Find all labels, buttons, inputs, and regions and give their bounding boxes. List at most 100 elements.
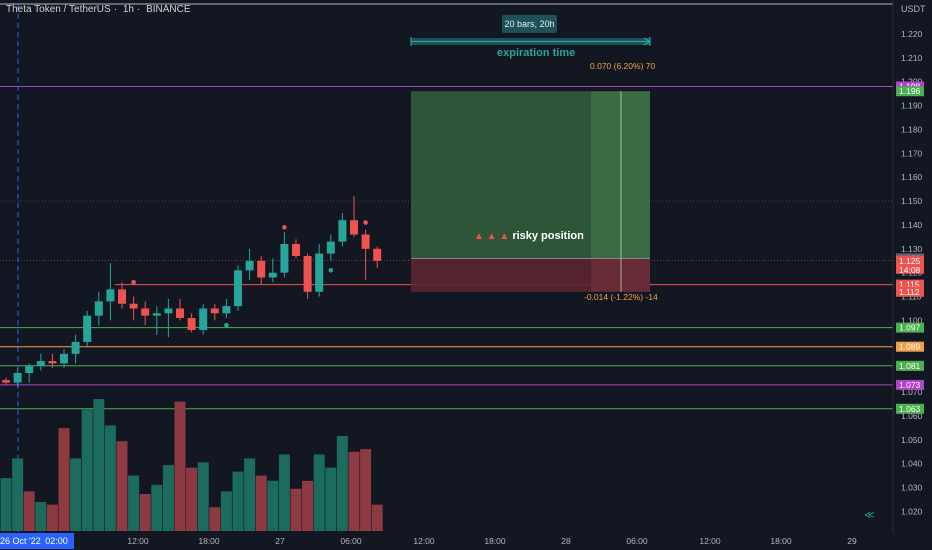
price-tick: 1.170 [901,148,923,158]
sell-marker [131,279,136,285]
price-tag-bg [896,279,924,290]
volume-bar [290,488,302,531]
level-tag: 1.081 [899,361,921,371]
time-tick: 06:00 [626,536,648,546]
time-tick: 18:00 [484,536,506,546]
sell-marker [363,220,368,225]
volume-bar [81,409,93,531]
sell-marker [282,225,287,230]
position-label: risky position [512,230,584,242]
volume-bar [139,494,151,531]
candle-body [60,353,68,364]
price-tag-bg [896,86,924,97]
level-tag-bg [896,360,924,371]
price-tag: 1.115 [899,280,920,290]
volume-bar [174,401,186,531]
price-tag-countdown: 14:08 [899,265,921,275]
level-tag-bg [896,341,924,352]
level-tag-bg [896,322,924,333]
candle-body [129,303,138,309]
candle-body [373,248,382,261]
price-axis-tags: 1.1981.0971.0891.0811.0731.0631.1961.126… [896,81,924,414]
candle-body [176,308,184,319]
volume-bar [267,480,279,531]
date-range-arrow [643,37,652,46]
profit-zone-elapsed [591,91,650,259]
level-tag: 1.063 [899,404,921,414]
candle-body [94,301,103,316]
candle-body [83,315,92,342]
candle-body [326,241,335,254]
volume-bar [151,484,163,531]
candle-body [292,244,300,256]
volume-bar [162,465,174,531]
volume-bar [371,504,383,531]
price-tick: 1.210 [901,53,923,63]
candle-body [106,289,115,302]
candle-body [210,308,219,314]
price-tick: 1.140 [901,220,923,230]
volume-bar [278,454,290,531]
time-tick: 27 [275,536,285,546]
buy-marker [73,349,78,354]
volume-bar [104,425,116,531]
crosshair-time-badge: 26 Oct '22 02:00 [0,533,74,549]
candle-body [257,260,266,278]
candle-body [338,220,347,242]
level-tag: 1.073 [899,380,921,390]
candle-body [361,234,370,249]
candle-body [48,361,57,364]
price-tick: 1.030 [901,483,923,493]
time-tick: 12:00 [699,536,721,546]
price-tick: 1.100 [901,315,923,325]
time-axis-ticks: 12:00 18:00 27 06:00 12:00 18:00 28 06:00 12:00 1… [127,536,857,546]
candle-body [164,308,173,314]
candle-body [118,289,126,304]
price-tick: 1.150 [901,196,923,206]
volume-bar [93,399,105,531]
profit-zone [411,91,650,259]
volume-bar [209,507,221,531]
signal-markers [73,220,368,354]
time-tick: 12:00 [413,536,435,546]
warning-triangle-icon: ▲ ▲ ▲ [474,231,510,242]
price-tag-bg [896,255,924,274]
grid [0,3,893,533]
volume-bar [325,467,337,531]
volume-bar [336,435,348,531]
price-tag: 1.196 [899,86,921,96]
time-tick: 06:00 [340,536,362,546]
price-tag: 1.112 [899,287,920,297]
buy-marker [224,322,229,328]
volume-bar [128,475,140,531]
date-range-tool[interactable] [410,37,652,46]
volume-bar [70,458,82,531]
time-tick: 18:00 [198,536,220,546]
volume-bar [197,462,209,531]
volume-bar [58,428,70,531]
level-tag-bg [896,403,924,414]
volume-bar [348,451,360,531]
volume-bar [232,471,244,531]
double-chevron-icon[interactable]: ≪ [864,510,875,521]
target-label: 0.070 (6.20%) 70 [590,61,656,71]
volume-bar [313,454,325,531]
volume-bar [244,458,256,531]
exchange: BINANCE [146,4,191,15]
time-tick: 18:00 [770,536,792,546]
price-tag-bg [896,286,924,297]
price-tick: 1.070 [901,387,923,397]
level-tag-bg [896,379,924,390]
candle-body [199,308,208,330]
volume-bar [46,504,58,531]
long-position-tool[interactable] [411,91,650,292]
volume-bar [360,449,372,531]
candle-body [2,380,10,383]
volume-bar [186,467,198,531]
time-tick: 12:00 [127,536,149,546]
candle-body [350,220,358,235]
crosshair-time: 02:00 [45,536,68,546]
volume-bar [116,441,128,531]
candle-body [268,272,277,278]
